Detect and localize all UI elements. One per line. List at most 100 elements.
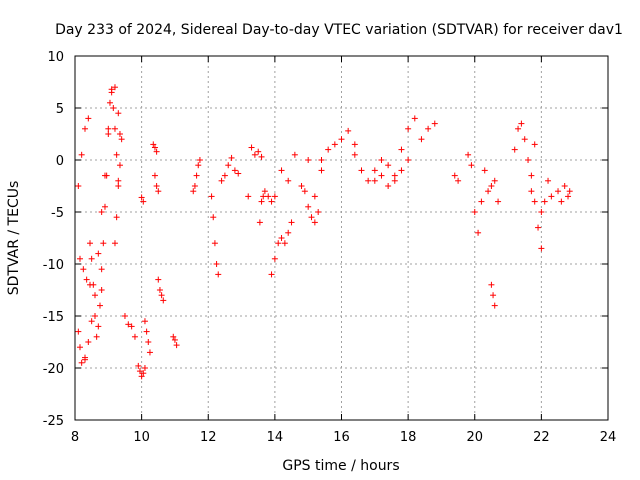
data-point <box>160 297 167 304</box>
data-point <box>171 336 178 343</box>
data-point <box>371 177 378 184</box>
data-point <box>213 261 220 267</box>
data-point <box>468 162 475 169</box>
data-point <box>100 240 107 247</box>
data-point <box>76 344 83 351</box>
data-point <box>521 136 528 143</box>
data-point <box>231 167 238 174</box>
data-point <box>228 154 235 161</box>
data-point <box>338 136 345 143</box>
data-point <box>378 172 385 179</box>
data-point <box>565 193 572 200</box>
data-point <box>475 229 482 236</box>
data-point <box>271 255 278 262</box>
data-point <box>150 141 157 148</box>
data-point <box>311 193 318 200</box>
data-point <box>141 365 148 371</box>
data-point <box>85 115 92 122</box>
data-point <box>75 328 82 335</box>
y-axis-label: SDTVAR / TECUs <box>6 181 22 296</box>
data-point <box>488 183 495 189</box>
data-point <box>405 125 412 132</box>
data-point <box>196 157 203 163</box>
data-point <box>298 183 305 189</box>
data-point <box>268 198 275 205</box>
x-tick-label: 14 <box>267 430 284 445</box>
data-point <box>106 99 113 106</box>
data-point <box>110 105 117 111</box>
data-point <box>535 224 542 231</box>
data-point <box>518 120 525 127</box>
data-point <box>140 370 147 377</box>
data-point <box>146 349 153 356</box>
data-point <box>305 157 312 163</box>
data-point <box>301 188 308 195</box>
data-point <box>173 342 180 349</box>
x-tick-label: 24 <box>600 430 617 445</box>
data-point <box>318 157 325 163</box>
data-point <box>258 198 265 205</box>
data-point <box>566 188 573 195</box>
data-point <box>111 125 118 132</box>
data-point <box>548 193 555 200</box>
data-point <box>418 136 425 143</box>
data-point <box>225 162 232 169</box>
x-tick-labels: 8 10 12 14 16 18 20 22 24 <box>71 430 616 445</box>
data-point <box>278 235 285 241</box>
data-point <box>525 157 532 163</box>
data-point <box>218 177 225 184</box>
x-tick-label: 12 <box>200 430 217 445</box>
data-point <box>95 323 102 330</box>
data-point <box>405 157 412 163</box>
data-point <box>308 214 315 221</box>
data-point <box>138 373 145 380</box>
data-point <box>101 203 108 210</box>
data-point <box>528 172 535 179</box>
data-point <box>331 141 338 148</box>
data-point <box>80 266 87 273</box>
data-point <box>195 162 202 169</box>
data-point <box>541 198 548 205</box>
data-point <box>136 368 143 375</box>
y-tick-label: 10 <box>47 50 64 65</box>
data-point <box>128 323 135 330</box>
data-point <box>291 151 298 158</box>
data-point <box>208 193 215 200</box>
data-point <box>115 177 122 184</box>
data-point <box>91 292 98 299</box>
data-point <box>511 146 518 153</box>
data-point <box>81 125 88 132</box>
data-point <box>131 333 138 340</box>
data-point <box>98 209 105 215</box>
data-point <box>191 183 198 189</box>
data-point <box>385 183 392 189</box>
data-point <box>358 167 365 174</box>
data-point <box>91 313 98 319</box>
data-point <box>170 333 177 340</box>
data-point <box>255 148 262 155</box>
data-point <box>398 146 405 153</box>
data-point <box>113 214 120 221</box>
data-point <box>113 151 120 158</box>
data-point <box>351 151 358 158</box>
data-point <box>75 183 82 189</box>
data-point <box>151 172 158 179</box>
data-point <box>153 183 160 189</box>
data-point <box>285 177 292 184</box>
data-point <box>105 125 112 132</box>
data-point <box>378 157 385 163</box>
y-tick-label: -5 <box>51 206 64 221</box>
data-point <box>108 86 115 93</box>
data-point <box>251 151 258 158</box>
data-point <box>145 339 152 345</box>
data-point <box>78 151 85 158</box>
data-point <box>235 170 242 177</box>
data-point <box>398 167 405 174</box>
data-point <box>490 292 497 299</box>
data-point <box>98 287 105 293</box>
data-point <box>545 177 552 184</box>
y-tick-label: -25 <box>43 414 64 429</box>
data-points-layer <box>75 84 573 380</box>
data-point <box>491 302 498 309</box>
x-tick-label: 10 <box>133 430 150 445</box>
